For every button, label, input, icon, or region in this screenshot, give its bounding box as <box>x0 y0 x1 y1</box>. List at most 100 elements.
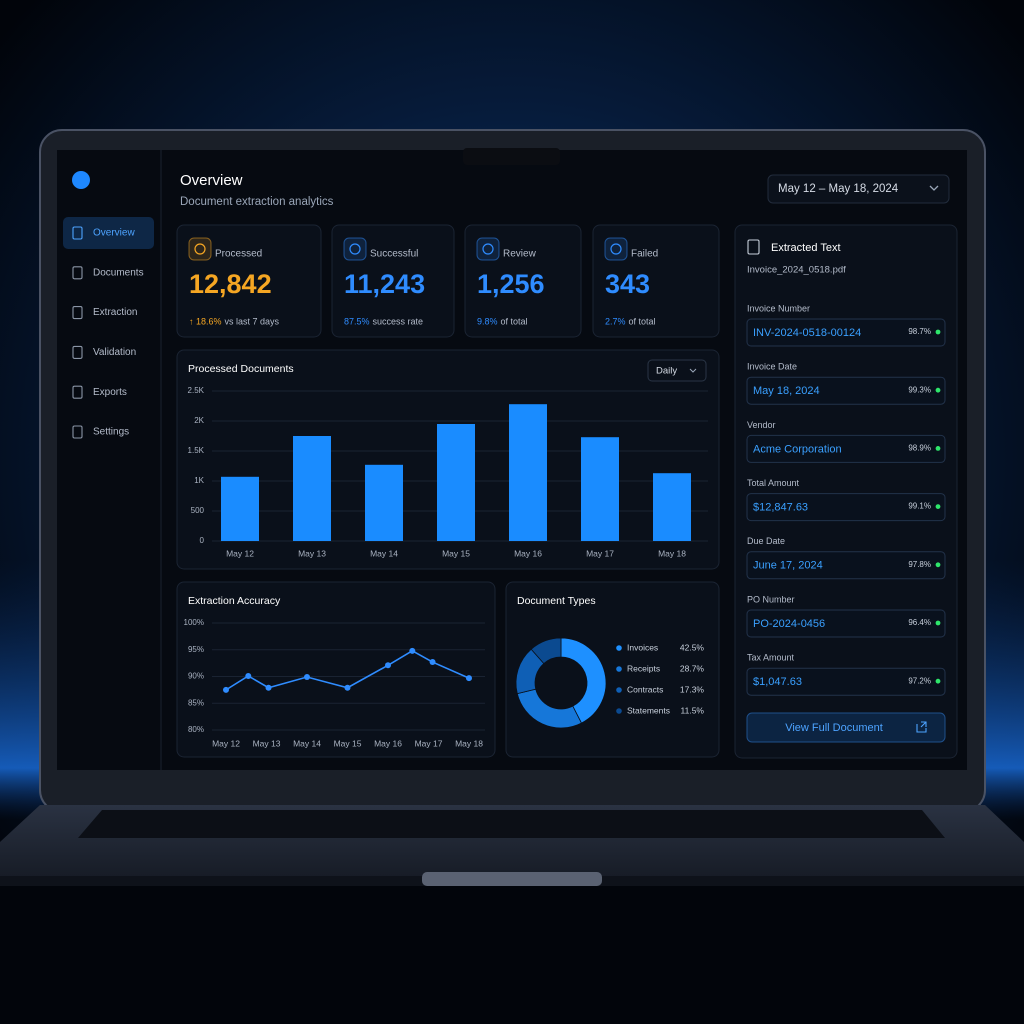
date-picker[interactable] <box>767 174 950 204</box>
stat-note: of total <box>629 316 656 326</box>
field-label: Invoice Date <box>747 362 797 372</box>
field-value: $12,847.63 <box>753 502 808 514</box>
y-tick-label: 90% <box>188 672 204 681</box>
nav-item[interactable]: Exports <box>93 387 127 398</box>
pie-slice <box>530 637 562 665</box>
nav-item[interactable]: Extraction <box>93 307 137 318</box>
x-tick-label: May 17 <box>415 738 443 748</box>
stat-label: Successful <box>370 249 418 260</box>
field-confidence: 98.7% <box>908 327 931 336</box>
x-tick-label: May 16 <box>514 548 542 558</box>
stat-icon <box>188 237 212 261</box>
field-label: Due Date <box>747 536 785 546</box>
confidence-dot <box>935 446 941 451</box>
field-box <box>746 551 946 580</box>
view-button-label[interactable]: View Full Document <box>785 722 883 734</box>
period-select[interactable]: Daily <box>656 366 677 377</box>
x-tick-label: May 13 <box>253 738 281 748</box>
bar <box>437 424 475 541</box>
floor <box>0 880 1024 1024</box>
legend-dot <box>616 708 622 714</box>
y-tick-label: 85% <box>188 698 204 707</box>
legend-value: 42.5% <box>680 642 705 652</box>
chart-card <box>176 581 496 758</box>
period-box[interactable] <box>647 359 707 382</box>
nav-item[interactable]: Overview <box>93 228 135 239</box>
y-tick-label: 0 <box>200 536 205 545</box>
x-tick-label: May 13 <box>298 548 326 558</box>
view-button[interactable] <box>746 712 946 743</box>
nav-item[interactable]: Documents <box>93 267 144 278</box>
confidence-dot <box>935 620 941 626</box>
bar <box>653 473 691 541</box>
bar <box>509 404 547 541</box>
bar <box>365 464 403 541</box>
stat-icon-glyph <box>194 243 206 255</box>
x-tick-label: May 14 <box>293 738 321 748</box>
legend-value: 11.5% <box>681 705 705 715</box>
stat-value: 343 <box>605 269 650 299</box>
date-range[interactable]: May 12 – May 18, 2024 <box>778 183 899 195</box>
point <box>385 662 391 669</box>
legend-dot <box>616 666 622 672</box>
field-value: PO-2024-0456 <box>753 618 825 630</box>
stat-label: Failed <box>631 249 658 260</box>
confidence-dot <box>935 387 941 393</box>
point <box>466 675 472 682</box>
stat-icon <box>343 237 367 261</box>
nav-active-bg <box>63 217 154 249</box>
nav-item[interactable]: Validation <box>93 347 136 358</box>
x-tick-label: May 15 <box>442 548 470 558</box>
y-tick-label: 1K <box>194 476 204 485</box>
field-confidence: 97.2% <box>908 676 931 685</box>
y-tick-label: 95% <box>188 645 204 654</box>
field-confidence: 99.3% <box>908 385 931 394</box>
stat-card <box>176 224 322 338</box>
stat-note: of total <box>501 316 528 326</box>
nav-icon <box>72 345 83 359</box>
point <box>223 686 229 693</box>
stat-card <box>464 224 582 338</box>
field-box <box>746 493 946 522</box>
nav-item[interactable]: Settings <box>93 427 129 438</box>
chevron <box>689 368 697 373</box>
legend-label: Contracts <box>627 684 663 694</box>
field-confidence: 96.4% <box>908 618 931 627</box>
legend-label: Invoices <box>627 642 658 652</box>
bar <box>581 437 619 541</box>
keyboard <box>78 810 945 838</box>
doc-icon <box>747 239 760 255</box>
stat-icon <box>476 237 500 261</box>
nav-icon <box>72 425 83 439</box>
field-label: Tax Amount <box>747 653 795 663</box>
y-tick-label: 1.5K <box>188 446 205 455</box>
legend-value: 17.3% <box>680 684 705 694</box>
field-label: Vendor <box>747 420 776 430</box>
page-title: Overview <box>180 172 243 189</box>
x-tick-label: May 17 <box>586 548 614 558</box>
legend-label: Statements <box>627 705 670 715</box>
point <box>344 684 351 691</box>
logo <box>72 171 90 189</box>
x-tick-label: May 18 <box>455 738 483 748</box>
point <box>304 674 310 681</box>
stat-value: 12,842 <box>189 269 272 299</box>
field-confidence: 98.9% <box>908 444 931 453</box>
nav-icon <box>72 306 83 320</box>
y-tick-label: 2K <box>194 416 204 425</box>
field-label: Total Amount <box>747 478 800 488</box>
x-tick-label: May 18 <box>658 548 686 558</box>
point <box>265 684 272 691</box>
legend-dot <box>616 645 622 651</box>
stat-value: 1,256 <box>477 269 545 299</box>
field-value: May 18, 2024 <box>753 385 820 397</box>
stat-change: 87.5% <box>344 316 370 326</box>
external-icon <box>916 721 927 733</box>
hinge <box>422 872 602 886</box>
x-tick-label: May 12 <box>212 738 240 748</box>
chevron <box>929 185 939 191</box>
nav-icon <box>72 385 83 399</box>
field-confidence: 99.1% <box>908 502 931 511</box>
